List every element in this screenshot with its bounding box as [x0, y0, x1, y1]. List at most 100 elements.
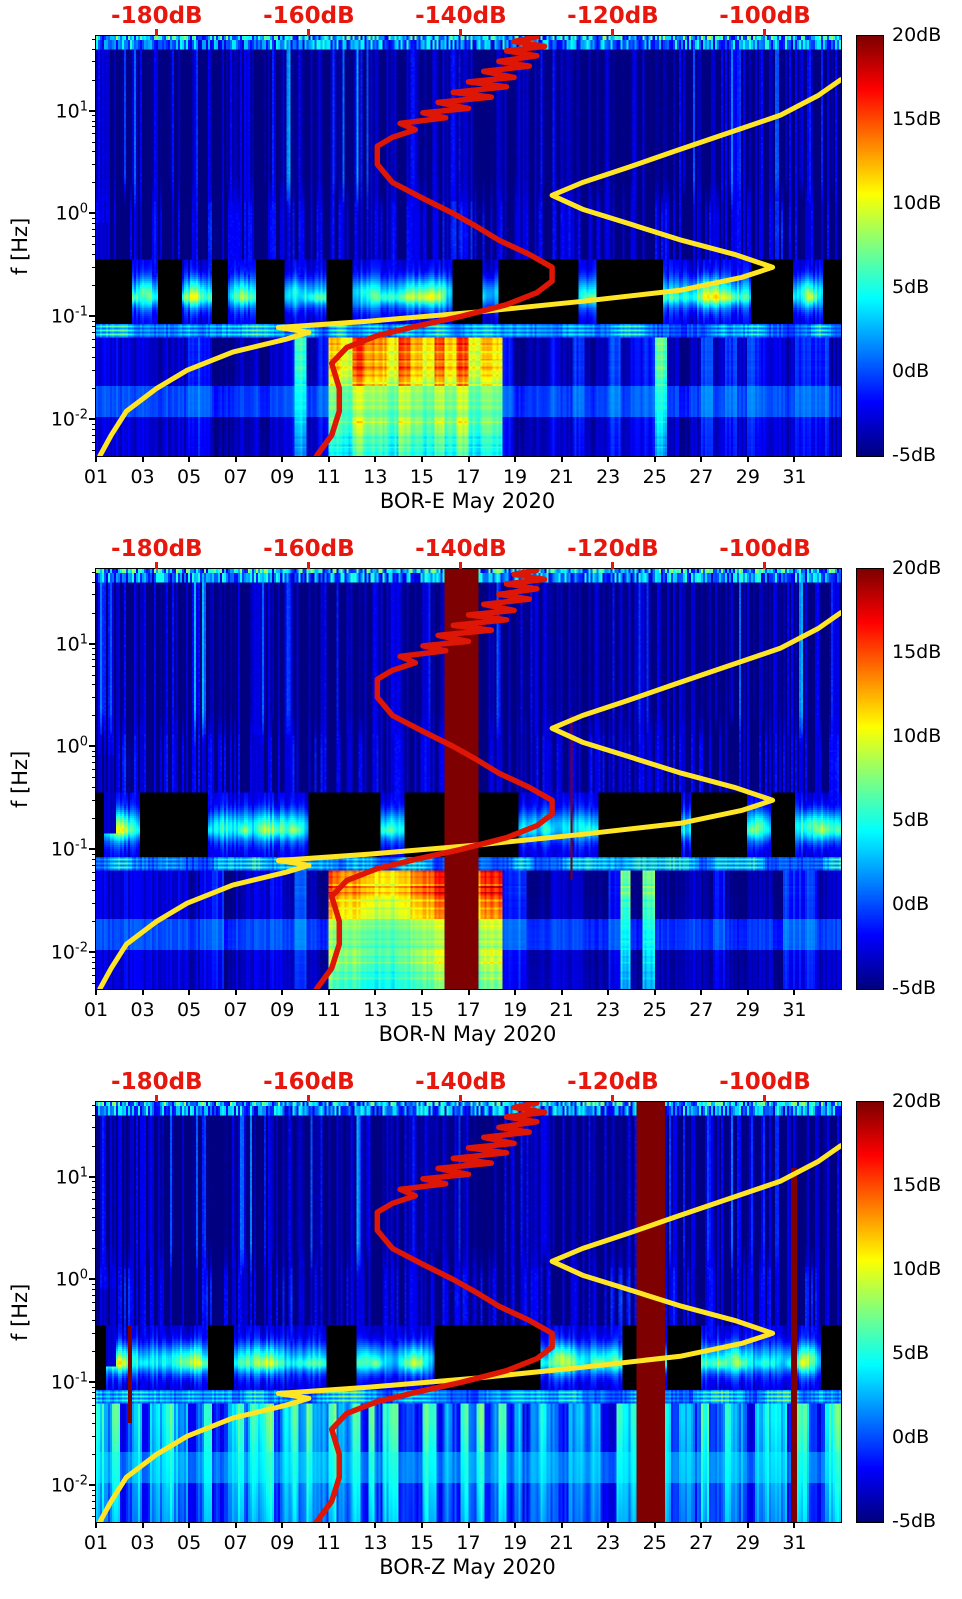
y-axis-tick: [89, 315, 96, 318]
y-axis-minor-tick: [92, 244, 96, 246]
x-axis-tick: [746, 1522, 749, 1528]
x-axis-tick-label: 01: [83, 1532, 109, 1554]
x-axis-tick: [607, 456, 610, 462]
y-axis-minor-tick: [92, 1114, 96, 1116]
y-axis-minor-tick: [92, 890, 96, 892]
x-axis-tick-label: 15: [409, 999, 435, 1021]
y-axis-minor-tick: [92, 1508, 96, 1510]
x-axis-tick-label: 17: [456, 999, 481, 1021]
x-axis-tick: [327, 989, 330, 995]
y-axis-tick: [89, 109, 96, 112]
y-axis-minor-tick: [92, 800, 96, 802]
x-axis-tick: [420, 1522, 423, 1528]
x-axis-tick: [793, 989, 796, 995]
x-axis-tick-label: 25: [642, 1532, 667, 1554]
y-axis-minor-tick: [92, 1495, 96, 1497]
y-axis-tick-exponent: -1: [75, 1370, 88, 1386]
x-axis-tick-label: 29: [735, 999, 760, 1021]
x-axis-tick: [234, 989, 237, 995]
top-axis-tick: [763, 562, 767, 569]
top-axis-label: -140dB: [415, 1069, 507, 1095]
psd-curves-overlay: [97, 36, 841, 456]
x-axis-tick-label: 01: [83, 999, 109, 1021]
y-axis-minor-tick: [92, 777, 96, 779]
x-axis-tick: [560, 989, 563, 995]
colorbar-tick-label: -5dB: [892, 1510, 937, 1532]
x-axis-tick: [374, 456, 377, 462]
y-axis-tick-label: 100: [55, 1267, 88, 1292]
y-axis-tick-label: 101: [55, 631, 88, 656]
top-axis-tick: [611, 1095, 615, 1102]
x-axis-tick-label: 23: [596, 999, 621, 1021]
top-axis-label: -120dB: [567, 536, 659, 562]
top-axis-label: -120dB: [567, 3, 659, 29]
colorbar-canvas: [857, 569, 883, 989]
y-axis-minor-tick: [92, 223, 96, 225]
y-axis-tick-label: 10-2: [50, 407, 88, 431]
y-axis-minor-tick: [92, 751, 96, 753]
x-axis-title: BOR-E May 2020: [379, 489, 556, 513]
colorbar: [856, 1101, 884, 1523]
colorbar-tick-label: 20dB: [892, 24, 942, 46]
x-axis-tick: [420, 456, 423, 462]
x-axis-tick: [793, 456, 796, 462]
y-axis-title: f [Hz]: [8, 217, 32, 275]
x-axis-tick: [188, 1522, 191, 1528]
y-axis-tick: [89, 1484, 96, 1487]
top-axis-label: -100dB: [719, 536, 811, 562]
top-axis-tick: [459, 562, 463, 569]
y-axis-minor-tick: [92, 229, 96, 231]
x-axis-tick-label: 19: [502, 466, 528, 488]
y-axis-minor-tick: [92, 1186, 96, 1188]
x-axis-tick: [700, 1522, 703, 1528]
y-axis-tick-exponent: -1: [75, 304, 88, 320]
x-axis-tick: [700, 989, 703, 995]
x-axis-tick-label: 13: [363, 999, 388, 1021]
y-axis-tick-exponent: -2: [75, 407, 88, 423]
x-axis-tick-label: 31: [782, 466, 807, 488]
top-axis-tick: [611, 29, 615, 36]
x-axis-tick: [327, 456, 330, 462]
spectrogram-plot: f [Hz] -180dB -160dB -140dB -120dB -100dB 01 0…: [8, 1069, 842, 1554]
y-axis-tick: [89, 1381, 96, 1384]
x-axis-tick-label: 25: [642, 466, 667, 488]
y-axis-minor-tick: [92, 1145, 96, 1147]
y-axis-minor-tick: [92, 1413, 96, 1415]
y-axis-minor-tick: [92, 674, 96, 676]
y-axis-minor-tick: [92, 648, 96, 650]
psd-curve-yellow: [97, 1143, 841, 1522]
x-axis-tick-label: 09: [270, 999, 295, 1021]
x-axis-tick: [793, 1522, 796, 1528]
top-axis-label: -100dB: [719, 1069, 811, 1095]
x-axis-tick-label: 21: [549, 1532, 574, 1554]
x-axis-tick: [746, 989, 749, 995]
y-axis-minor-tick: [92, 1423, 96, 1425]
y-axis-minor-tick: [92, 1104, 96, 1106]
y-axis-minor-tick: [92, 1248, 96, 1250]
y-axis-tick-label: 100: [55, 201, 88, 226]
y-axis-minor-tick: [92, 612, 96, 614]
top-axis-label: -140dB: [415, 536, 507, 562]
y-axis-minor-tick: [92, 285, 96, 287]
y-axis-minor-tick: [92, 1284, 96, 1286]
top-axis-label: -160dB: [263, 536, 355, 562]
x-axis-tick: [141, 1522, 144, 1528]
psd-curve-yellow: [97, 77, 841, 456]
x-axis-tick: [653, 456, 656, 462]
top-axis-label: -160dB: [263, 1069, 355, 1095]
y-axis-minor-tick: [92, 1387, 96, 1389]
colorbar-tick-label: 0dB: [892, 1426, 930, 1448]
x-axis-tick: [420, 989, 423, 995]
x-axis-tick: [95, 989, 97, 995]
x-axis-tick-label: 23: [596, 466, 621, 488]
colorbar: [856, 35, 884, 457]
y-axis-minor-tick: [92, 653, 96, 655]
colorbar-tick-label: 10dB: [892, 192, 942, 214]
x-axis-tick-label: 15: [409, 1532, 435, 1554]
y-axis-minor-tick: [92, 983, 96, 985]
y-axis-minor-tick: [92, 326, 96, 328]
y-axis-minor-tick: [92, 581, 96, 583]
x-axis-tick-label: 31: [782, 999, 807, 1021]
y-axis-minor-tick: [92, 1217, 96, 1219]
x-axis-tick-label: 11: [316, 999, 341, 1021]
